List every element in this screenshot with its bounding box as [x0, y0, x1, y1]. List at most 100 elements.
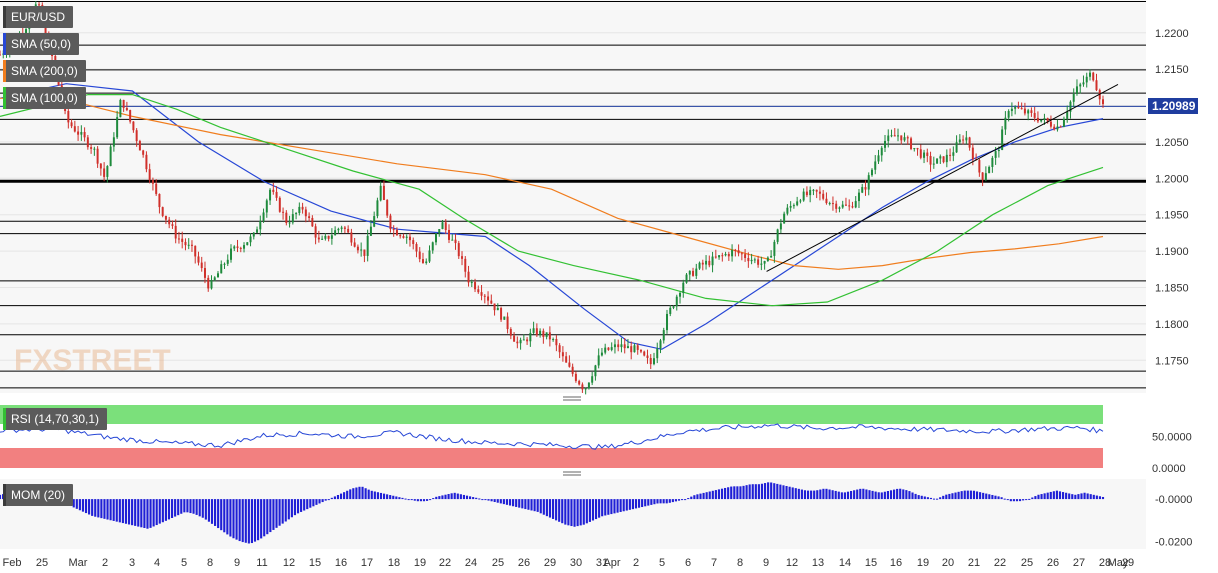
- candle-body: [721, 255, 724, 257]
- sma50-label[interactable]: SMA (50,0): [3, 33, 80, 55]
- momentum-bar: [364, 488, 367, 500]
- momentum-bar: [893, 489, 896, 500]
- momentum-bar: [889, 490, 893, 500]
- candle-body: [509, 329, 512, 336]
- candle-body: [226, 259, 229, 264]
- candle-body: [815, 189, 818, 192]
- candle-body: [1004, 117, 1007, 130]
- date-tick-label: 28: [1099, 557, 1111, 569]
- panel-divider-1[interactable]: [563, 396, 581, 401]
- symbol-label-text: EUR/USD: [11, 10, 66, 24]
- candle-body: [301, 206, 304, 210]
- momentum-bar: [392, 495, 395, 500]
- candle-body: [812, 189, 815, 191]
- momentum-bar: [625, 499, 628, 511]
- candle-body: [421, 259, 424, 264]
- momentum-bar: [1086, 493, 1089, 500]
- candle-body: [327, 235, 330, 239]
- candle-body: [652, 358, 655, 365]
- candle-body: [1017, 106, 1020, 109]
- momentum-bar: [137, 499, 140, 527]
- momentum-bar: [321, 499, 324, 503]
- rsi-label[interactable]: RSI (14,70,30,1): [3, 408, 108, 430]
- momentum-bar: [124, 499, 128, 524]
- momentum-bar: [127, 499, 131, 525]
- candle-body: [968, 137, 971, 148]
- candle-body: [448, 230, 451, 240]
- candle-body: [633, 345, 636, 353]
- candle-body: [1053, 126, 1056, 130]
- candle-body: [444, 222, 447, 231]
- momentum-bar: [189, 499, 192, 514]
- trendline[interactable]: [766, 83, 1119, 272]
- candle-body: [893, 135, 896, 137]
- momentum-bar: [413, 499, 416, 501]
- momentum-bar: [542, 499, 545, 515]
- symbol-label[interactable]: EUR/USD: [3, 6, 74, 28]
- momentum-bar: [112, 499, 115, 521]
- momentum-bar: [1034, 496, 1037, 500]
- candle-body: [1095, 80, 1098, 91]
- momentum-bar: [207, 499, 210, 522]
- candle-body: [574, 373, 577, 381]
- candle-body: [545, 332, 548, 338]
- candle-body: [216, 273, 219, 278]
- candle-body: [727, 253, 730, 257]
- momentum-bar: [432, 498, 435, 500]
- momentum-label[interactable]: MOM (20): [3, 484, 73, 506]
- candle-body: [0, 54, 1, 56]
- momentum-bar: [997, 496, 1000, 500]
- momentum-bar: [91, 499, 94, 516]
- momentum-bar: [825, 488, 828, 500]
- momentum-bar: [604, 499, 607, 516]
- momentum-bar: [210, 499, 214, 524]
- candle-body: [766, 257, 769, 262]
- momentum-bar: [902, 489, 905, 500]
- candle-body: [405, 236, 408, 238]
- momentum-bar: [727, 487, 730, 500]
- candle-body: [67, 110, 70, 123]
- candle-body: [630, 346, 633, 353]
- sma200-label[interactable]: SMA (200,0): [3, 60, 86, 82]
- candle-body: [86, 137, 89, 148]
- momentum-bar: [318, 499, 321, 504]
- momentum-bar: [118, 499, 121, 523]
- price-tick-label: 1.2050: [1155, 137, 1189, 149]
- momentum-bar: [837, 491, 840, 500]
- date-tick-label: 16: [890, 557, 902, 569]
- momentum-bar: [1003, 498, 1006, 500]
- momentum-bar: [0, 494, 2, 500]
- date-tick-label: 18: [388, 557, 400, 569]
- momentum-bar: [757, 484, 760, 500]
- candle-body: [503, 316, 506, 320]
- candle-body: [343, 227, 346, 229]
- momentum-bar: [791, 487, 794, 500]
- candle-body: [685, 274, 688, 283]
- momentum-bar: [819, 489, 822, 500]
- candle-body: [291, 214, 294, 223]
- candle-body: [138, 141, 141, 151]
- momentum-bar: [238, 499, 241, 542]
- candle-body: [321, 238, 324, 240]
- candle-body: [171, 224, 174, 226]
- momentum-bar: [472, 497, 475, 500]
- momentum-bar: [745, 485, 748, 500]
- candle-body: [353, 242, 356, 247]
- momentum-bar: [594, 499, 598, 520]
- candle-body: [607, 347, 610, 350]
- momentum-bar: [948, 493, 951, 500]
- sma100-label[interactable]: SMA (100,0): [3, 87, 86, 109]
- candle-body: [763, 261, 766, 264]
- momentum-bar: [588, 499, 591, 522]
- momentum-bar: [530, 499, 533, 511]
- candle-body: [99, 163, 102, 169]
- momentum-bar: [773, 483, 776, 500]
- candle-body: [864, 187, 867, 190]
- momentum-bar: [1080, 493, 1083, 500]
- candle-body: [1085, 76, 1088, 83]
- momentum-bar: [450, 493, 453, 500]
- panel-divider-2[interactable]: [563, 471, 581, 476]
- momentum-bar: [263, 499, 266, 537]
- candle-body: [304, 209, 307, 217]
- momentum-bar: [170, 499, 174, 518]
